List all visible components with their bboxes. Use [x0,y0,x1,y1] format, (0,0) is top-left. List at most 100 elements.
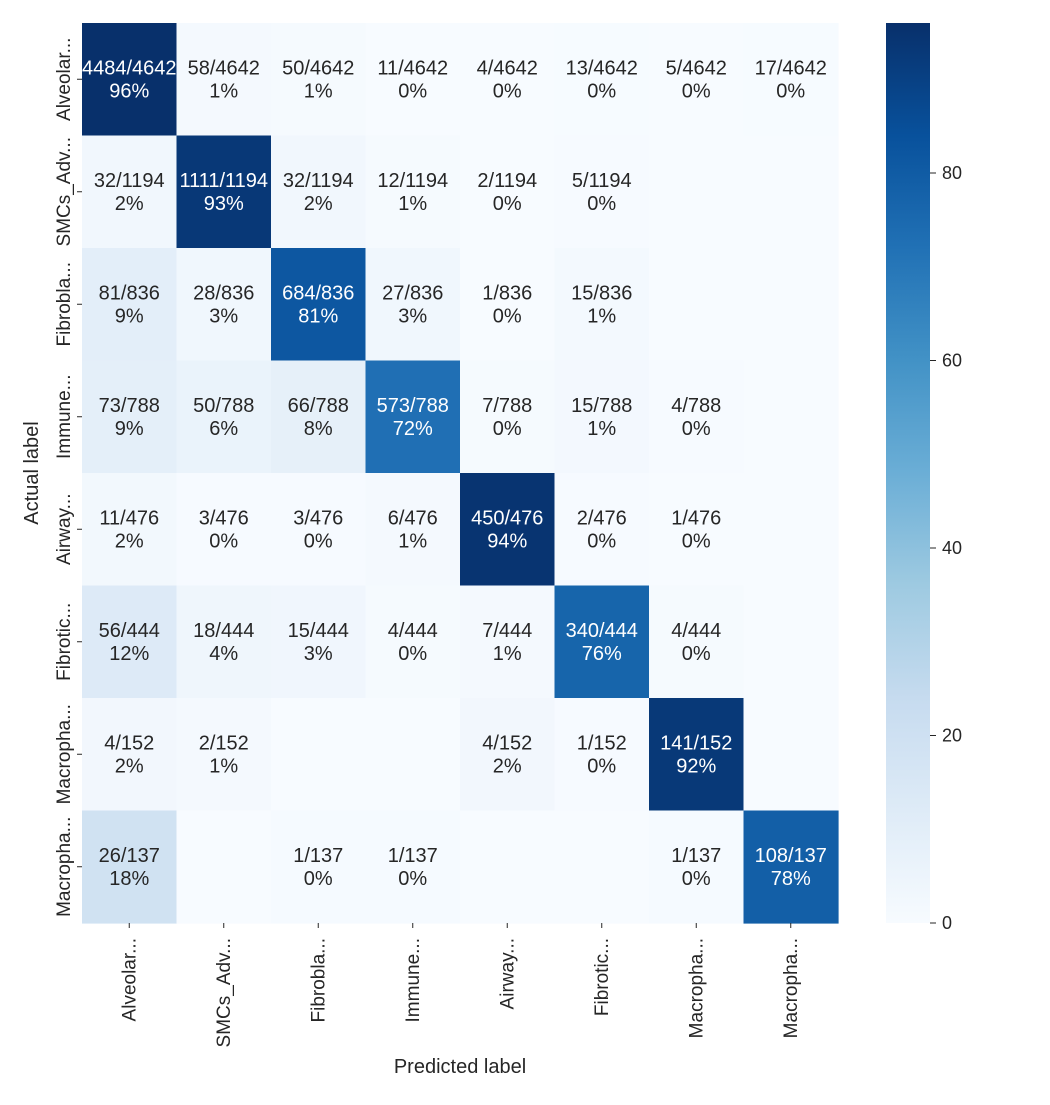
heatmap-cell-label: 4484/4642 96% [82,57,177,102]
heatmap-cell [460,248,556,362]
heatmap-cell-label: 4/788 0% [671,395,721,440]
cell-count-text: 32/1194 [94,170,165,192]
heatmap-cell [365,23,461,137]
heatmap-cell [271,360,367,474]
cell-percent-text: 78% [771,868,811,890]
cell-count-text: 13/4642 [566,57,638,79]
cell-count-text: 108/137 [755,845,827,867]
x-tick-label: Immune... [403,938,424,1022]
heatmap-cell-label: 13/4642 0% [566,57,638,102]
heatmap-cell-label: 2/1194 0% [477,170,537,215]
cell-percent-text: 1% [209,80,238,102]
heatmap-cell [176,23,272,137]
cell-count-text: 1/836 [482,282,532,304]
cell-count-text: 450/476 [471,507,543,529]
cell-count-text: 11/476 [99,507,159,529]
heatmap-cell-label: 108/137 78% [755,845,827,890]
cell-count-text: 28/836 [193,282,254,304]
heatmap-cell-label: 1/137 0% [293,845,343,890]
y-tick-label: Immune... [54,375,75,459]
cell-percent-text: 3% [398,305,427,327]
cell-count-text: 32/1194 [283,170,354,192]
cell-count-text: 7/788 [482,395,532,417]
heatmap-cell [460,23,556,137]
heatmap-cell [460,810,556,924]
cell-percent-text: 2% [304,193,333,215]
y-tick-label: Alveolar... [54,38,75,121]
cell-percent-text: 0% [398,868,427,890]
heatmap-cell [743,248,839,362]
cell-percent-text: 3% [209,305,238,327]
cell-count-text: 1/476 [671,507,721,529]
x-axis-ticks: Alveolar... SMCs_Adv... Fibrobla... Immune.… [119,923,802,1047]
heatmap-cell-label: 81/836 9% [99,282,160,327]
heatmap-cell-label: 50/788 6% [193,395,254,440]
cell-percent-text: 3% [304,643,333,665]
cell-percent-text: 0% [682,418,711,440]
heatmap-cell-label: 15/836 1% [571,282,632,327]
heatmap-cell [271,248,367,362]
heatmap-cell [176,810,272,924]
cell-count-text: 81/836 [99,282,160,304]
heatmap-cell-label: 15/788 1% [571,395,632,440]
heatmap-cell-label: 66/788 8% [288,395,349,440]
cell-count-text: 50/788 [193,395,254,417]
x-tick-label: Airway... [497,938,518,1009]
cell-count-text: 12/1194 [377,170,448,192]
heatmap-cell [554,135,650,249]
cell-count-text: 11/4642 [377,57,448,79]
cell-count-text: 5/1194 [572,170,632,192]
cell-count-text: 2/152 [199,732,249,754]
heatmap-cell-label: 1/137 0% [388,845,438,890]
cell-count-text: 4/788 [671,395,721,417]
heatmap-cell [365,473,461,587]
cell-percent-text: 0% [587,755,616,777]
cell-count-text: 56/444 [99,620,160,642]
colorbar-tick-label: 0 [942,913,952,933]
cell-count-text: 15/788 [571,395,632,417]
heatmap-cell [554,585,650,699]
x-axis-title: Predicted label [394,1056,526,1078]
heatmap-cell-label: 5/1194 0% [572,170,632,215]
heatmap-cell [554,698,650,812]
cell-percent-text: 0% [587,530,616,552]
heatmap-cell [176,360,272,474]
heatmap-cell [82,135,178,249]
heatmap-cell [649,585,745,699]
cell-count-text: 4/152 [482,732,532,754]
heatmap-cell-label: 15/444 3% [288,620,349,665]
heatmap-cell [365,585,461,699]
x-tick-label: Macropha... [781,938,802,1038]
cell-percent-text: 81% [298,305,338,327]
heatmap-cell [554,360,650,474]
heatmap-cell-label: 27/836 3% [382,282,443,327]
heatmap-cell-label: 4/444 0% [671,620,721,665]
heatmap-cell-label: 340/444 76% [566,620,638,665]
heatmap-cell [176,473,272,587]
cell-count-text: 4/152 [104,732,154,754]
cell-percent-text: 0% [493,193,522,215]
colorbar-tick-label: 60 [942,351,962,371]
colorbar-tick-label: 80 [942,163,962,183]
heatmap-cell [82,360,178,474]
heatmap-cell-label: 573/788 72% [377,395,449,440]
heatmap-cell-label: 1111/1194 93% [179,170,268,215]
heatmap-cell-label: 1/476 0% [671,507,721,552]
cell-percent-text: 0% [398,643,427,665]
cell-percent-text: 2% [115,755,144,777]
cell-percent-text: 2% [115,530,144,552]
heatmap-cell [176,698,272,812]
heatmap-cell-label: 7/788 0% [482,395,532,440]
heatmap-cell [365,698,461,812]
y-axis-ticks: Alveolar... SMCs_Adv... Fibrobla... Immune.… [54,38,82,917]
heatmap-cell-label: 11/4642 0% [377,57,448,102]
heatmap-cell [743,135,839,249]
cell-percent-text: 9% [115,418,144,440]
heatmap-cell [743,698,839,812]
heatmap-cell-label: 141/152 92% [660,732,732,777]
cell-count-text: 27/836 [382,282,443,304]
heatmap-cell [649,248,745,362]
cell-percent-text: 96% [109,80,149,102]
x-tick-label: Alveolar... [119,938,140,1021]
cell-count-text: 4/444 [388,620,438,642]
